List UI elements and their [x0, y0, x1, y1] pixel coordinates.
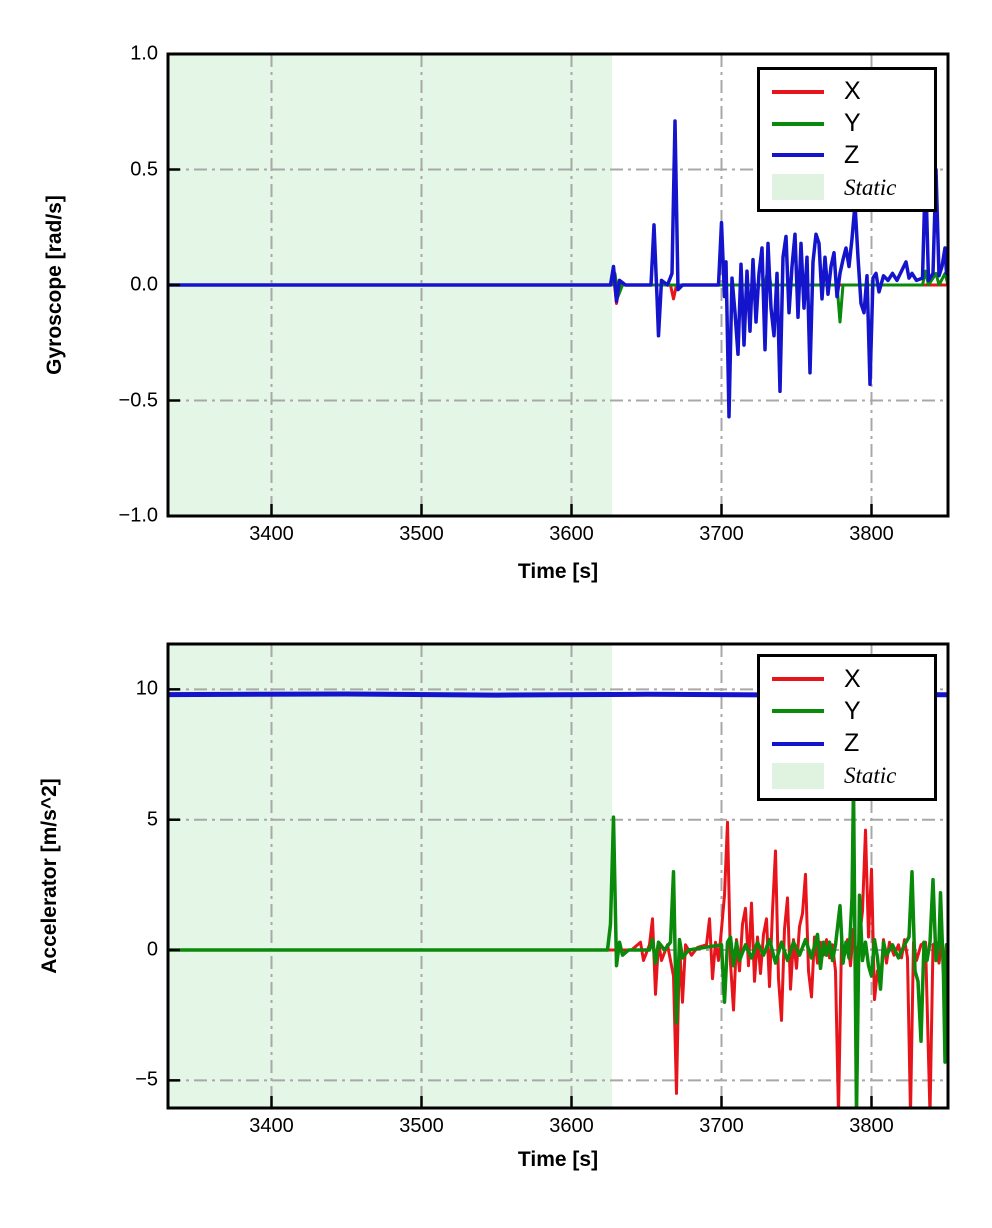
- gyroscope-x-axis-label: Time [s]: [517, 560, 599, 583]
- x-legend-swatch: [772, 89, 824, 94]
- z-legend-swatch: [772, 153, 824, 158]
- legend-item-y: Y: [772, 695, 920, 727]
- accelerator-legend: X Y Z Static: [757, 654, 937, 801]
- gyroscope-y-tick-label: −0.5: [118, 389, 158, 411]
- accelerator-series-y-line: [168, 784, 948, 1108]
- legend-item-z: Z: [772, 140, 920, 172]
- legend-label: Z: [844, 140, 860, 169]
- legend-label: X: [844, 77, 861, 106]
- legend-item-y: Y: [772, 108, 920, 140]
- accelerator-x-tick-label: 3400: [249, 1115, 294, 1137]
- accelerator-y-tick-label: 5: [146, 808, 158, 831]
- gyroscope-y-tick-label: 0.5: [130, 158, 158, 180]
- y-legend-swatch: [772, 121, 824, 126]
- legend-item-static: Static: [772, 760, 920, 792]
- accelerator-x-tick-label: 3800: [849, 1115, 894, 1137]
- legend-label: Y: [844, 109, 861, 138]
- gyroscope-y-tick-label: 0.0: [130, 273, 158, 296]
- accelerator-y-tick-label: 10: [135, 677, 158, 700]
- y-legend-swatch: [772, 709, 824, 714]
- gyroscope-x-tick-label: 3700: [699, 523, 744, 545]
- gyroscope-x-tick-label: 3500: [399, 523, 444, 545]
- legend-label: Static: [844, 174, 897, 200]
- gyroscope-series-z-line: [168, 119, 948, 419]
- legend-label: X: [844, 664, 861, 693]
- x-legend-swatch: [772, 677, 824, 682]
- accelerator-static-region: [168, 644, 612, 1108]
- accelerator-y-tick-label: −5: [135, 1068, 158, 1091]
- legend-item-x: X: [772, 663, 920, 695]
- accelerator-x-axis-label: Time [s]: [517, 1148, 599, 1171]
- legend-label: Static: [844, 763, 897, 789]
- accelerator-y-tick-label: 0: [146, 938, 158, 961]
- gyroscope-x-tick-label: 3600: [549, 523, 594, 545]
- legend-label: Z: [844, 729, 860, 758]
- static-legend-swatch: [772, 174, 824, 201]
- legend-item-static: Static: [772, 171, 920, 203]
- gyroscope-x-tick-label: 3400: [249, 523, 294, 545]
- accelerator-y-axis-label: Accelerator [m/s^2]: [38, 778, 61, 974]
- legend-item-x: X: [772, 76, 920, 108]
- gyroscope-plot-border: [166, 52, 950, 518]
- accelerator-plot-border: [166, 642, 950, 1110]
- gyroscope-y-axis-label: Gyroscope [rad/s]: [43, 195, 66, 375]
- legend-item-z: Z: [772, 728, 920, 760]
- z-legend-swatch: [772, 741, 824, 746]
- gyroscope-y-tick-label: 1.0: [130, 42, 158, 65]
- gyroscope-x-tick-label: 3800: [849, 523, 894, 545]
- accelerator-x-tick-label: 3600: [549, 1115, 594, 1137]
- gyroscope-y-tick-label: −1.0: [118, 504, 158, 527]
- accelerator-x-tick-label: 3700: [699, 1115, 744, 1137]
- static-legend-swatch: [772, 762, 824, 789]
- legend-label: Y: [844, 696, 861, 725]
- accelerator-x-tick-label: 3500: [399, 1115, 444, 1137]
- gyroscope-legend: X Y Z Static: [757, 67, 937, 212]
